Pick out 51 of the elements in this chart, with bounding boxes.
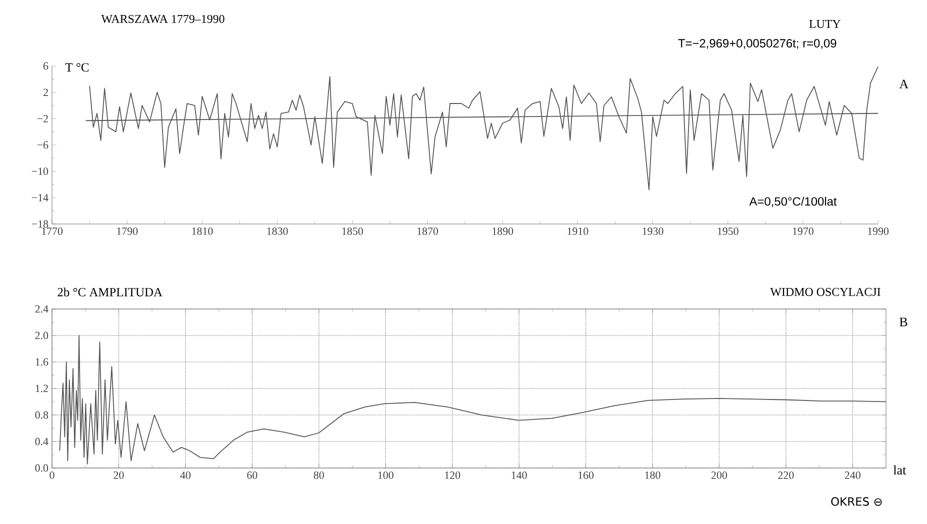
x-tick-label: 1970 <box>792 228 814 235</box>
y-tick-label: −10 <box>32 168 48 176</box>
y-axis-title: T °C <box>65 63 89 72</box>
x-tick-label: 1830 <box>267 228 288 235</box>
text: T=−2,969+0,0050276t; r=0,09 <box>678 39 836 49</box>
x-axis-title: OKRES ⊖ <box>831 497 882 506</box>
chart-title: WIDMO OSCYLACJI <box>770 288 880 296</box>
x-tick-label: 1850 <box>342 228 363 235</box>
text: lat <box>893 465 906 475</box>
x-tick-label: 100 <box>378 472 394 479</box>
x-tick-label: 1950 <box>718 228 738 235</box>
text: A <box>899 80 908 88</box>
y-tick-label: 2.4 <box>35 305 48 313</box>
x-tick-label: 180 <box>645 472 660 479</box>
y-tick-label: 6 <box>43 62 48 70</box>
x-tick-label: 20 <box>114 472 124 479</box>
x-tick-label: 120 <box>445 472 460 479</box>
x-tick-label: 160 <box>578 472 594 479</box>
chart-title: WARSZAWA 1779–1990 <box>101 14 224 24</box>
text: B <box>900 318 908 326</box>
y-tick-label: −6 <box>37 141 48 149</box>
y-tick-label: 0.8 <box>35 411 48 419</box>
x-tick-label: 200 <box>711 472 728 479</box>
y-tick-label: 0.0 <box>35 464 48 472</box>
x-tick-label: 0 <box>50 472 54 479</box>
chart-subtitle: LUTY <box>809 20 841 28</box>
y-tick-label: 0.4 <box>35 438 48 446</box>
x-tick-label: 40 <box>180 472 191 479</box>
y-axis-title: 2b °C AMPLITUDA <box>58 288 162 296</box>
x-tick-label: 1930 <box>642 228 664 235</box>
y-tick-label: 2.0 <box>35 332 48 340</box>
line-series <box>89 66 878 190</box>
x-tick-label: 1790 <box>117 228 138 235</box>
x-tick-label: 80 <box>314 472 324 479</box>
annotation: A=0,50°C/100lat <box>749 196 837 208</box>
y-tick-label: −2 <box>37 115 48 122</box>
x-tick-label: 1870 <box>417 228 438 235</box>
x-tick-label: 240 <box>844 472 860 479</box>
x-tick-label: 1770 <box>42 228 63 235</box>
x-tick-label: 1990 <box>868 228 889 235</box>
x-tick-label: 220 <box>778 472 794 479</box>
y-tick-label: 1.2 <box>36 384 48 392</box>
x-tick-label: 1890 <box>492 228 514 235</box>
x-tick-label: 140 <box>512 472 527 479</box>
y-tick-label: 2 <box>43 88 48 96</box>
y-tick-label: −14 <box>32 194 48 202</box>
y-tick-label: −18 <box>32 220 48 228</box>
x-tick-label: 1910 <box>568 228 588 235</box>
x-tick-label: 1810 <box>192 228 213 235</box>
x-tick-label: 60 <box>247 472 258 479</box>
y-tick-label: 1.6 <box>36 358 48 366</box>
